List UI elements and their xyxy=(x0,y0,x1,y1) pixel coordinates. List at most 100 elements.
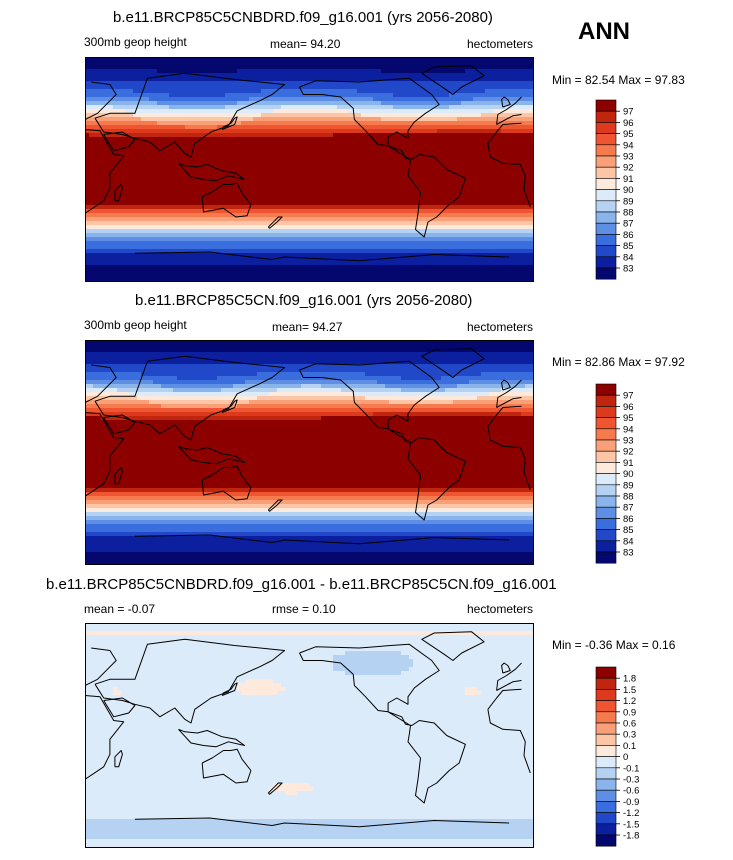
coastline-11 xyxy=(267,216,283,229)
colorbar-label: 91 xyxy=(623,458,634,469)
panel2-variable-label: 300mb geop height xyxy=(84,318,187,332)
coastline-12 xyxy=(114,467,123,485)
colorbar-swatch xyxy=(595,767,617,780)
colorbar-label: 94 xyxy=(623,424,634,435)
coastline-6 xyxy=(299,77,440,147)
colorbar-label: 89 xyxy=(623,196,634,207)
coastline-0 xyxy=(85,122,531,214)
coastline-12 xyxy=(114,750,123,768)
coastline-11 xyxy=(267,499,283,512)
colorbar-label: 85 xyxy=(623,241,634,252)
panel2-title: b.e11.BRCP85C5CN.f09_g16.001 (yrs 2056-2… xyxy=(135,292,473,309)
colorbar-label: 86 xyxy=(623,230,634,241)
panel1-mean-label: mean= 94.20 xyxy=(270,37,341,51)
colorbar-swatch xyxy=(595,711,617,724)
colorbar-label: -0.1 xyxy=(623,763,639,774)
coastline-1 xyxy=(85,81,522,125)
colorbar-swatch xyxy=(595,211,617,224)
coastline-3 xyxy=(103,697,136,718)
coastline-12 xyxy=(114,184,123,202)
coastline-1 xyxy=(85,364,522,408)
colorbar-swatch xyxy=(595,733,617,746)
colorbar-label: 0.3 xyxy=(623,730,636,741)
coastline-5 xyxy=(421,65,485,95)
coastline-3 xyxy=(103,131,136,152)
coastline-3 xyxy=(103,414,136,435)
coastline-10 xyxy=(178,445,246,465)
colorbar-label: 0.1 xyxy=(623,741,636,752)
map-frame xyxy=(85,57,534,282)
colorbar-label: 85 xyxy=(623,525,634,536)
colorbar-swatch xyxy=(595,745,617,757)
colorbar-swatch xyxy=(595,234,617,246)
coastline-0 xyxy=(85,405,531,497)
colorbar-label: 92 xyxy=(623,447,634,458)
colorbar-swatch xyxy=(595,789,617,802)
panel2-minmax-label: Min = 82.86 Max = 97.92 xyxy=(552,355,685,369)
colorbar-swatch xyxy=(595,99,617,112)
season-label: ANN xyxy=(578,18,630,45)
coastline-9 xyxy=(221,682,238,696)
colorbar-label: 93 xyxy=(623,152,634,163)
colorbar-swatch xyxy=(595,450,617,463)
panel3-colorbar: 1.81.51.20.90.60.30.10-0.1-0.3-0.6-0.9-1… xyxy=(595,666,639,847)
panel1-minmax-label: Min = 82.54 Max = 97.83 xyxy=(552,73,685,87)
colorbar-label: 1.5 xyxy=(623,685,636,696)
colorbar-swatch xyxy=(595,394,617,407)
coastline-0 xyxy=(85,688,531,780)
panel2-map xyxy=(85,340,534,565)
colorbar-swatch xyxy=(595,122,617,134)
coastline-6 xyxy=(299,360,440,430)
coastline-6 xyxy=(299,643,440,713)
coastline-2 xyxy=(94,638,286,724)
panel3-map xyxy=(85,623,534,848)
colorbar-label: 90 xyxy=(623,185,634,196)
colorbar-swatch xyxy=(595,462,617,474)
coastline-7 xyxy=(387,711,466,804)
coastline-4 xyxy=(201,465,252,501)
colorbar-swatch xyxy=(595,666,617,679)
colorbar-label: 95 xyxy=(623,413,634,424)
colorbar-label: 94 xyxy=(623,140,634,151)
colorbar-label: 84 xyxy=(623,252,634,263)
coastline-2 xyxy=(94,355,286,441)
coastline-11 xyxy=(267,782,283,795)
coastline-8 xyxy=(134,534,510,545)
colorbar-label: 83 xyxy=(623,264,634,275)
coastline-8 xyxy=(134,817,510,828)
panel1-title: b.e11.BRCP85C5CNBDRD.f09_g16.001 (yrs 20… xyxy=(113,9,493,26)
colorbar-label: -1.5 xyxy=(623,819,639,830)
colorbar-label: 97 xyxy=(623,107,634,118)
colorbar-swatch xyxy=(595,439,617,452)
map-frame xyxy=(85,623,534,848)
panel3-minmax-label: Min = -0.36 Max = 0.16 xyxy=(552,638,676,652)
colorbar-label: 88 xyxy=(623,492,634,503)
coastline-4 xyxy=(201,182,252,218)
coastline-7 xyxy=(387,428,466,521)
colorbar-swatch xyxy=(595,406,617,418)
coastline-13 xyxy=(501,662,511,674)
coastline-5 xyxy=(421,631,485,661)
colorbar-swatch xyxy=(595,834,617,847)
colorbar-swatch xyxy=(595,801,617,813)
colorbar-swatch xyxy=(595,689,617,701)
colorbar-label: 91 xyxy=(623,174,634,185)
panel3-title: b.e11.BRCP85C5CNBDRD.f09_g16.001 - b.e11… xyxy=(46,576,557,593)
colorbar-label: 84 xyxy=(623,536,634,547)
colorbar-swatch xyxy=(595,428,617,441)
colorbar-swatch xyxy=(595,178,617,190)
colorbar-swatch xyxy=(595,518,617,530)
colorbar-label: 93 xyxy=(623,436,634,447)
colorbar-swatch xyxy=(595,256,617,269)
colorbar-swatch xyxy=(595,267,617,280)
colorbar-swatch xyxy=(595,383,617,396)
colorbar-label: 0 xyxy=(623,752,628,763)
colorbar-label: 87 xyxy=(623,503,634,514)
panel1-map xyxy=(85,57,534,282)
colorbar-label: 89 xyxy=(623,480,634,491)
colorbar-swatch xyxy=(595,677,617,690)
colorbar-label: 95 xyxy=(623,129,634,140)
colorbar-label: 96 xyxy=(623,118,634,129)
